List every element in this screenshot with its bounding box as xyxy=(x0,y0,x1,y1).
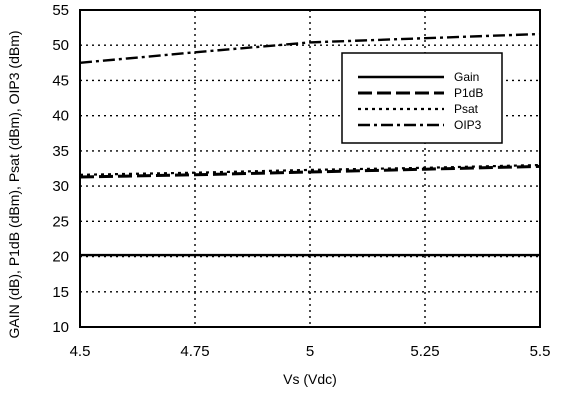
y-tick-labels: 10 15 20 25 30 35 40 45 50 55 xyxy=(52,2,69,336)
x-tick-label: 4.5 xyxy=(70,343,91,360)
y-tick-label: 15 xyxy=(52,284,69,301)
x-tick-label: 5.5 xyxy=(530,343,551,360)
x-tick-label: 5.25 xyxy=(410,343,439,360)
x-tick-label: 5 xyxy=(306,343,314,360)
y-tick-label: 45 xyxy=(52,72,69,89)
y-tick-label: 20 xyxy=(52,249,69,266)
series-lines xyxy=(79,32,541,257)
grid xyxy=(80,10,540,327)
x-tick-labels: 4.5 4.75 5 5.25 5.5 xyxy=(70,343,551,360)
series-line-oip3 xyxy=(79,32,541,64)
plot-frame xyxy=(79,9,541,328)
y-tick-label: 50 xyxy=(52,37,69,54)
y-tick-label: 25 xyxy=(52,213,69,230)
y-axis-label: GAIN (dB), P1dB (dBm), Psat (dBm), OIP3 … xyxy=(6,30,22,338)
legend: Gain P1dB Psat OIP3 xyxy=(341,52,503,144)
series-line-p1db xyxy=(79,164,541,179)
y-tick-label: 55 xyxy=(52,2,69,19)
y-tick-label: 40 xyxy=(52,108,69,125)
y-tick-label: 10 xyxy=(52,319,69,336)
legend-box xyxy=(341,52,503,144)
y-tick-label: 35 xyxy=(52,143,69,160)
y-tick-label: 30 xyxy=(52,178,69,195)
x-axis-label: Vs (Vdc) xyxy=(283,371,337,387)
legend-label-oip3: OIP3 xyxy=(454,118,482,132)
legend-label-p1db: P1dB xyxy=(454,86,483,100)
legend-label-psat: Psat xyxy=(454,102,479,116)
legend-label-gain: Gain xyxy=(454,70,479,84)
x-tick-label: 4.75 xyxy=(180,343,209,360)
